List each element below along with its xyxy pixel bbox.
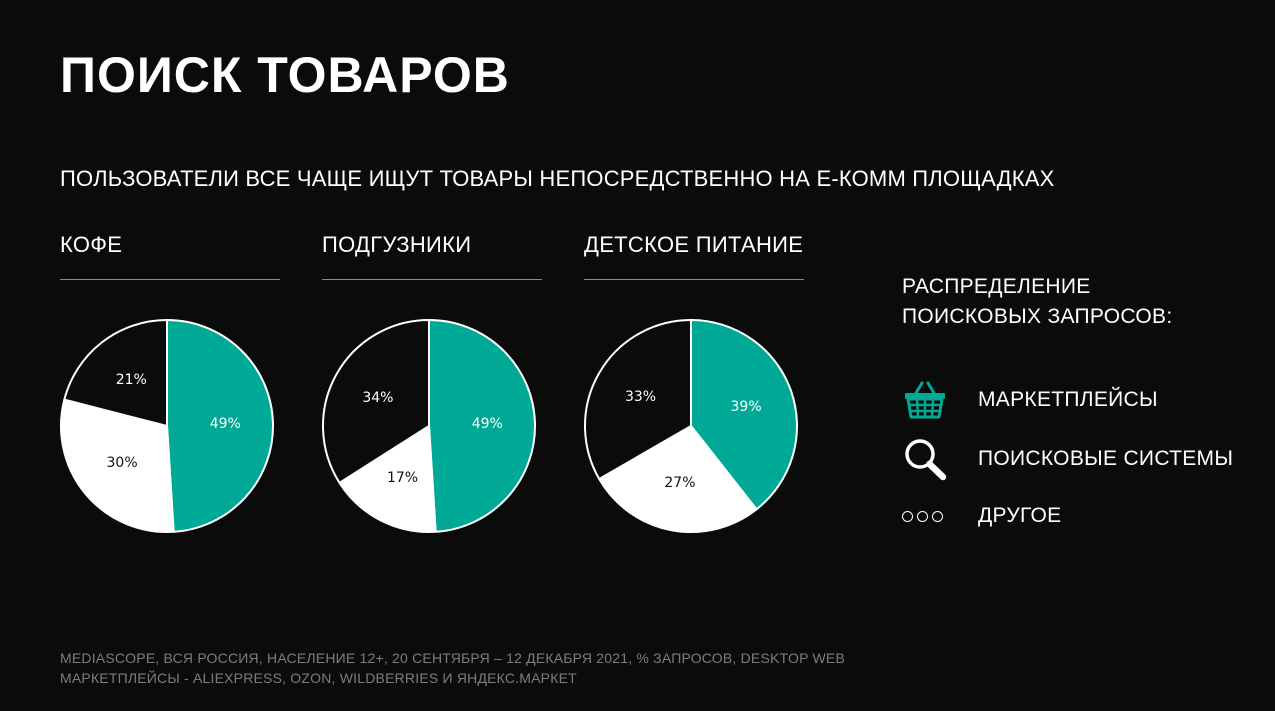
legend: РАСПРЕДЕЛЕНИЕ ПОИСКОВЫХ ЗАПРОСОВ: МАРКЕТ…: [902, 272, 1262, 527]
legend-label: ДРУГОЕ: [978, 504, 1062, 527]
legend-item-other: ДРУГОЕ: [902, 496, 1262, 536]
slice-label-search-engines: 17%: [387, 470, 418, 486]
source-footnote: MEDIASCOPE, ВСЯ РОССИЯ, НАСЕЛЕНИЕ 12+, 2…: [60, 648, 845, 688]
slice-search-engines: [598, 425, 758, 533]
slice-other: [63, 319, 168, 427]
slice-marketplaces: [428, 319, 536, 533]
slice-label-other: 34%: [362, 390, 393, 406]
legend-heading: РАСПРЕДЕЛЕНИЕ ПОИСКОВЫХ ЗАПРОСОВ:: [902, 272, 1262, 332]
slice-marketplaces: [690, 319, 798, 511]
chart-baby-food: ДЕТСКОЕ ПИТАНИЕ 39% 27% 33%: [584, 232, 804, 533]
legend-heading-line: РАСПРЕДЕЛЕНИЕ: [902, 275, 1091, 298]
slice-search-engines: [60, 398, 175, 533]
three-circles-icon: [902, 496, 952, 536]
footnote-line: МАРКЕТПЛЕЙСЫ - ALIEXPRESS, OZON, WILDBER…: [60, 670, 577, 686]
pie-chart-baby-food: 39% 27% 33%: [584, 319, 798, 533]
legend-item-search-engines: ПОИСКОВЫЕ СИСТЕМЫ: [902, 439, 1262, 481]
slice-marketplaces: [166, 319, 274, 533]
legend-item-marketplaces: МАРКЕТПЛЕЙСЫ: [902, 380, 1262, 420]
pie-chart-coffee: 49% 30% 21%: [60, 319, 274, 533]
slice-label-marketplaces: 39%: [731, 399, 762, 415]
slice-search-engines: [338, 425, 437, 533]
slice-label-marketplaces: 49%: [210, 416, 241, 432]
slice-label-marketplaces: 49%: [472, 416, 503, 432]
chart-title: ДЕТСКОЕ ПИТАНИЕ: [584, 232, 804, 257]
page-title: ПОИСК ТОВАРОВ: [60, 47, 510, 103]
slice-label-other: 33%: [625, 389, 656, 405]
chart-coffee: КОФЕ 49% 30% 21%: [60, 232, 280, 533]
basket-icon: [902, 380, 952, 420]
chart-diapers: ПОДГУЗНИКИ 49% 17% 34%: [322, 232, 542, 533]
slice-other: [584, 319, 692, 480]
slice-label-other: 21%: [116, 372, 147, 388]
magnifier-icon: [902, 439, 952, 481]
slice-label-search-engines: 27%: [664, 475, 695, 491]
legend-label: МАРКЕТПЛЕЙСЫ: [978, 388, 1158, 411]
legend-label: ПОИСКОВЫЕ СИСТЕМЫ: [978, 447, 1234, 470]
chart-divider: [322, 279, 542, 280]
pie-chart-diapers: 49% 17% 34%: [322, 319, 536, 533]
chart-title: ПОДГУЗНИКИ: [322, 232, 472, 257]
chart-divider: [60, 279, 280, 280]
chart-title: КОФЕ: [60, 232, 123, 257]
slice-label-search-engines: 30%: [107, 455, 138, 471]
page-subtitle: ПОЛЬЗОВАТЕЛИ ВСЕ ЧАЩЕ ИЩУТ ТОВАРЫ НЕПОСР…: [60, 166, 1055, 191]
chart-divider: [584, 279, 804, 280]
legend-heading-line: ПОИСКОВЫХ ЗАПРОСОВ:: [902, 305, 1173, 328]
footnote-line: MEDIASCOPE, ВСЯ РОССИЯ, НАСЕЛЕНИЕ 12+, 2…: [60, 650, 845, 666]
slice-other: [322, 319, 430, 484]
